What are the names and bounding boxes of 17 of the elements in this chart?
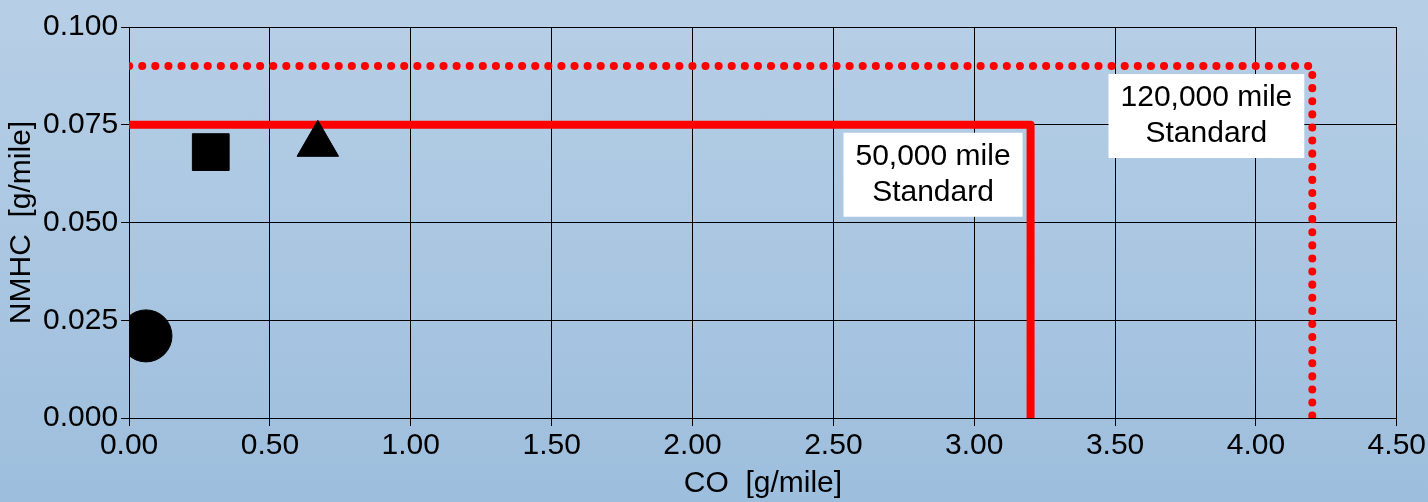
- x-tick-label: 3.00: [945, 427, 1004, 461]
- y-tick-label: 0.075: [43, 106, 119, 140]
- x-tick-label: 4.00: [1226, 427, 1286, 461]
- x-tick-label: 2.00: [663, 427, 722, 461]
- y-axis-title: NMHC [g/mile]: [3, 120, 37, 325]
- y-tick-label: 0.050: [43, 203, 119, 237]
- series-label: 50,000 mile Standard: [855, 138, 1011, 208]
- series-label: 120,000 mile Standard: [1120, 79, 1293, 149]
- x-tick-label: 3.50: [1085, 427, 1145, 461]
- x-tick-label: 1.50: [522, 427, 581, 461]
- y-tick-label: 0.025: [43, 301, 119, 335]
- x-tick-label: 2.50: [804, 427, 863, 461]
- x-tick-label: 4.50: [1367, 427, 1426, 461]
- x-axis-title: CO [g/mile]: [683, 465, 843, 499]
- y-tick-label: 0.100: [43, 8, 119, 42]
- x-tick-label: 0.50: [240, 427, 300, 461]
- x-tick-label: 1.00: [381, 427, 440, 461]
